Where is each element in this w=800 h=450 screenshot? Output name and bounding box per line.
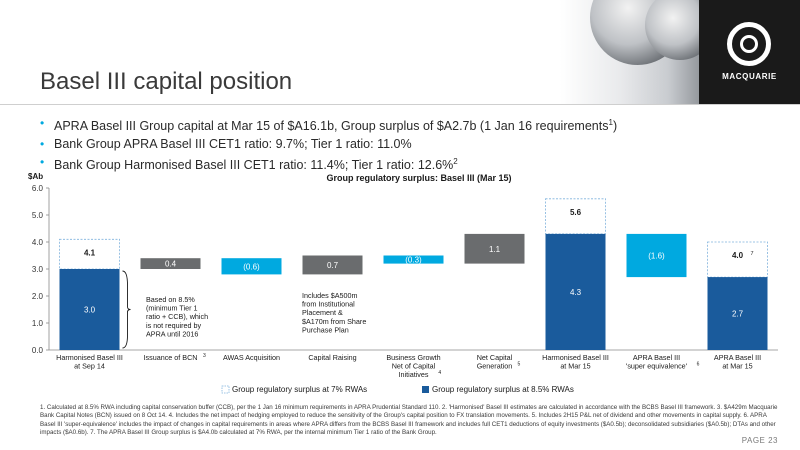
y-tick-label: 5.0: [32, 211, 44, 220]
category-label: Capital Raising: [308, 353, 356, 362]
category-label: AWAS Acquisition: [223, 353, 280, 362]
waterfall-chart: Group regulatory surplus: Basel III (Mar…: [28, 172, 778, 394]
data-label: 0.4: [165, 260, 177, 269]
category-labels: Harmonised Basel III at Sep 14 Issuance of…: [56, 353, 761, 379]
macquarie-logo-core-icon: [740, 35, 758, 53]
waterfall-step-bar: [464, 233, 525, 264]
chart-title: Group regulatory surplus: Basel III (Mar…: [326, 173, 511, 183]
annotation-brace: [122, 270, 131, 349]
surplus-8-5pct-bar: [59, 269, 120, 350]
data-label: (0.3): [405, 256, 422, 265]
legend-swatch-dashed: [221, 385, 230, 394]
bar-layer: [59, 198, 768, 350]
waterfall-step-bar: [221, 258, 282, 275]
category-label: Harmonised Basel III at Sep 14: [56, 353, 123, 371]
category-label: APRA Basel III at Mar 15: [714, 353, 761, 371]
legend-label: Group regulatory surplus at 7% RWAs: [232, 385, 367, 394]
summary-bullets: APRA Basel III Group capital at Mar 15 o…: [40, 114, 617, 174]
footnote-marker: 7: [751, 251, 754, 257]
y-tick-label: 4.0: [32, 238, 44, 247]
axis-layer: 0.0 1.0 2.0 3.0 4.0 5.0 6.0: [32, 184, 778, 355]
category-label: Issuance of BCN: [144, 353, 198, 362]
waterfall-step-bar: [302, 255, 363, 275]
waterfall-step-bar: [626, 233, 687, 278]
data-label: 4.1: [84, 248, 96, 257]
y-tick-label: 3.0: [32, 265, 44, 274]
annotation-text: Based on 8.5% (minimum Tier 1 ratio + CCB)…: [146, 295, 208, 338]
y-tick-label: 6.0: [32, 184, 44, 193]
annotations: Based on 8.5% (minimum Tier 1 ratio + CCB)…: [122, 270, 366, 349]
page-title: Basel III capital position: [40, 68, 293, 95]
label-layer: 4.1 3.0 0.4 (0.6) 0.7 (0.3) 1.1 5.6 4.3 (1.6) 4.0 7…: [84, 208, 754, 319]
data-label: 2.7: [732, 310, 744, 319]
surplus-7pct-bar: [59, 238, 120, 270]
surplus-8-5pct-bar: [707, 277, 768, 350]
legend-swatch-solid: [422, 386, 429, 393]
waterfall-step-bar: [140, 258, 201, 269]
logo-text: MACQUARIE: [722, 72, 777, 81]
data-label: 4.0: [732, 251, 744, 260]
data-label: 4.3: [570, 288, 582, 297]
category-label: Harmonised Basel III at Mar 15: [542, 353, 609, 371]
category-label: Business Growth Net of Capital Initiatives: [386, 353, 440, 379]
footnotes: 1. Calculated at 8.5% RWA including capi…: [40, 404, 778, 436]
bullet-item: Bank Group APRA Basel III CET1 ratio: 9.…: [40, 135, 617, 153]
y-axis-label: $Ab: [28, 172, 43, 181]
surplus-7pct-bar: [545, 198, 606, 235]
legend-label: Group regulatory surplus at 8.5% RWAs: [432, 385, 574, 394]
category-label: Net Capital Generation: [477, 353, 513, 371]
annotation-text: Includes $A500m from Institutional Placeme…: [302, 291, 366, 334]
footnote-marker: 6: [697, 362, 700, 368]
surplus-8-5pct-bar: [545, 233, 606, 350]
data-label: (0.6): [243, 262, 260, 271]
footnote-marker: 4: [438, 370, 441, 376]
legend: Group regulatory surplus at 7% RWAs Group…: [221, 385, 574, 394]
bullet-item: APRA Basel III Group capital at Mar 15 o…: [40, 114, 617, 135]
data-label: 3.0: [84, 306, 96, 315]
category-label: APRA Basel III'super equivalence': [626, 353, 688, 371]
y-tick-label: 1.0: [32, 319, 44, 328]
surplus-7pct-bar: [707, 241, 768, 278]
data-label: 5.6: [570, 208, 582, 217]
title-divider: [0, 104, 800, 105]
data-label: 1.1: [489, 245, 501, 254]
y-tick-label: 0.0: [32, 346, 44, 355]
data-label: (1.6): [648, 252, 665, 261]
footnote-marker: 3: [203, 353, 206, 359]
data-label: 0.7: [327, 261, 339, 270]
macquarie-logo-icon: [727, 22, 771, 66]
waterfall-step-bar: [383, 255, 444, 264]
footnote-marker: 5: [518, 362, 521, 368]
bullet-item: Bank Group Harmonised Basel III CET1 rat…: [40, 153, 617, 174]
page-number: PAGE 23: [741, 436, 778, 445]
y-tick-label: 2.0: [32, 292, 44, 301]
